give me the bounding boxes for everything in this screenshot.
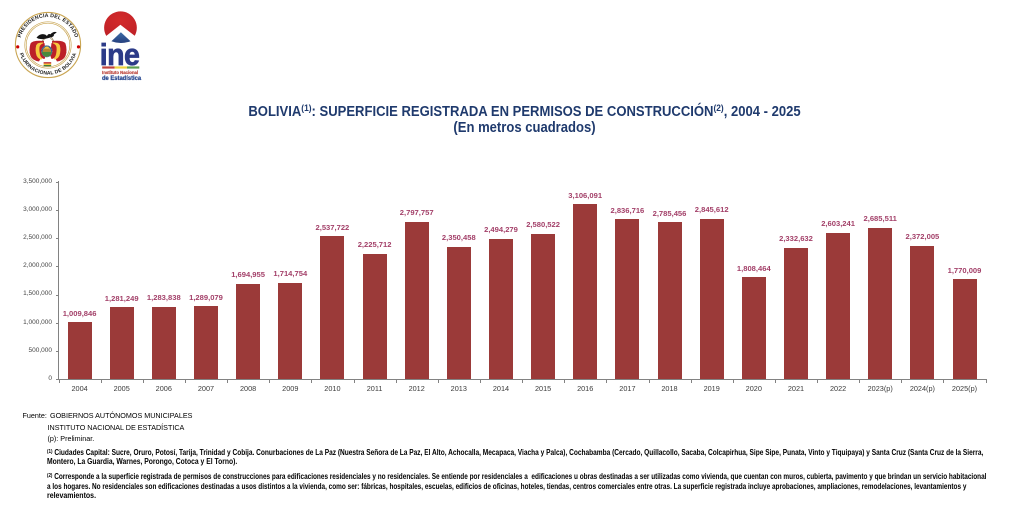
svg-text:Instituto Nacional: Instituto Nacional [102, 70, 138, 75]
svg-text:de Estadística: de Estadística [102, 76, 142, 82]
